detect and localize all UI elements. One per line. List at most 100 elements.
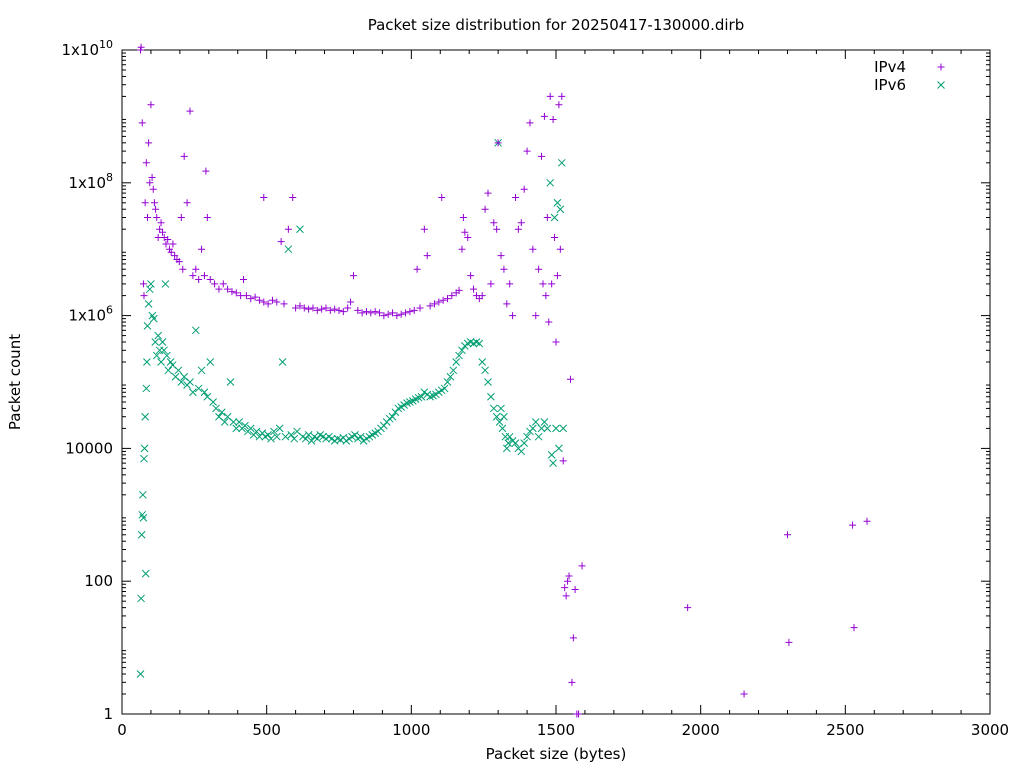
- data-point-ipv4: [300, 304, 308, 312]
- data-point-ipv6: [270, 427, 278, 436]
- data-point-ipv6: [284, 245, 293, 254]
- data-point-ipv6: [137, 530, 146, 539]
- data-point-ipv4: [198, 245, 206, 253]
- data-point-ipv4: [165, 245, 173, 253]
- data-point-ipv6: [550, 213, 559, 222]
- data-point-ipv6: [388, 412, 397, 421]
- data-point-ipv4: [416, 304, 424, 312]
- data-point-ipv4: [384, 310, 392, 318]
- data-point-ipv6: [552, 424, 560, 433]
- data-point-ipv4: [362, 308, 370, 316]
- data-point-ipv6: [304, 430, 313, 439]
- data-point-ipv4: [539, 280, 547, 288]
- x-axis-title: Packet size (bytes): [486, 745, 627, 763]
- data-point-ipv6: [502, 444, 511, 453]
- data-point-ipv4: [202, 167, 210, 175]
- data-point-ipv4: [430, 300, 438, 308]
- data-point-ipv4: [459, 214, 467, 222]
- data-point-ipv6: [136, 670, 145, 678]
- data-point-ipv6: [559, 424, 568, 433]
- data-point-ipv6: [520, 439, 529, 447]
- data-point-ipv6: [217, 408, 226, 417]
- data-point-ipv4: [448, 292, 456, 300]
- data-point-ipv4: [183, 199, 191, 207]
- data-point-ipv6: [426, 392, 434, 401]
- y-tick-label: 1x1010: [61, 38, 113, 59]
- data-point-ipv4: [532, 312, 540, 320]
- data-point-ipv4: [159, 228, 167, 236]
- data-point-ipv6: [500, 412, 508, 421]
- data-point-ipv6: [313, 434, 322, 443]
- data-point-ipv4: [493, 225, 501, 233]
- data-point-ipv6: [489, 404, 498, 413]
- legend-label-ipv4: IPv4: [874, 58, 906, 76]
- data-point-ipv4: [280, 300, 288, 308]
- data-point-ipv4: [335, 306, 343, 314]
- data-point-ipv6: [147, 280, 155, 288]
- data-point-ipv6: [174, 366, 183, 375]
- data-point-ipv4: [145, 139, 153, 147]
- x-tick-label: 2000: [682, 721, 720, 739]
- data-point-ipv4: [318, 305, 326, 313]
- data-point-ipv4: [517, 219, 525, 227]
- data-point-ipv4: [571, 585, 579, 593]
- axis-ticks: 0 500 1000 1500 2000 2500 3000 1 100 10000 1x106 1x…: [61, 38, 1009, 739]
- data-point-ipv6: [547, 450, 556, 459]
- data-point-ipv6: [417, 392, 426, 401]
- data-point-ipv6: [475, 339, 484, 348]
- legend-label-ipv6: IPv6: [874, 76, 906, 94]
- x-tick-label: 0: [117, 721, 127, 739]
- data-point-ipv6: [553, 198, 562, 207]
- data-point-ipv6: [252, 427, 261, 436]
- legend-marker-ipv4: [937, 63, 945, 71]
- data-point-ipv6: [290, 434, 299, 443]
- data-point-ipv4: [192, 265, 200, 273]
- data-point-ipv6: [351, 430, 359, 439]
- data-point-ipv6: [143, 358, 151, 366]
- data-point-ipv4: [211, 280, 219, 288]
- data-point-ipv4: [438, 194, 446, 202]
- data-point-ipv6: [229, 418, 238, 426]
- data-point-ipv4: [143, 214, 151, 222]
- data-point-ipv6: [151, 338, 160, 346]
- data-point-ipv6: [212, 404, 220, 413]
- data-point-ipv4: [556, 245, 564, 253]
- data-point-ipv6: [160, 346, 168, 355]
- data-point-ipv4: [481, 205, 489, 213]
- data-point-ipv4: [309, 304, 317, 312]
- data-point-ipv4: [406, 308, 414, 316]
- data-point-ipv4: [461, 228, 469, 236]
- data-point-ipv4: [558, 92, 566, 100]
- data-point-ipv4: [439, 296, 447, 304]
- data-point-ipv6: [246, 424, 255, 433]
- x-tick-label: 3000: [971, 721, 1009, 739]
- data-point-ipv4: [548, 280, 556, 288]
- data-point-ipv4: [141, 199, 149, 207]
- data-point-ipv4: [154, 234, 162, 242]
- data-point-ipv4: [490, 219, 498, 227]
- data-point-ipv4: [240, 275, 248, 283]
- data-point-ipv4: [305, 305, 313, 313]
- data-point-ipv4: [467, 272, 475, 280]
- data-point-ipv4: [354, 306, 362, 314]
- data-point-ipv6: [194, 384, 203, 393]
- data-point-ipv4: [347, 298, 355, 306]
- data-point-ipv4: [215, 285, 223, 293]
- y-tick-label: 100: [84, 572, 113, 590]
- data-point-ipv4: [162, 240, 170, 248]
- data-point-ipv6: [505, 432, 514, 441]
- data-point-ipv6: [528, 424, 537, 433]
- data-point-ipv6: [440, 384, 449, 393]
- data-point-ipv4: [358, 309, 366, 317]
- data-point-ipv4: [164, 235, 172, 243]
- data-point-ipv4: [195, 275, 203, 283]
- data-point-ipv4: [549, 115, 557, 123]
- data-point-ipv4: [538, 152, 546, 160]
- data-point-ipv6: [281, 432, 290, 441]
- data-point-ipv6: [141, 569, 150, 578]
- data-point-ipv4: [420, 225, 428, 233]
- data-point-ipv6: [226, 378, 235, 386]
- data-point-ipv6: [487, 392, 495, 401]
- data-point-ipv6: [141, 412, 150, 421]
